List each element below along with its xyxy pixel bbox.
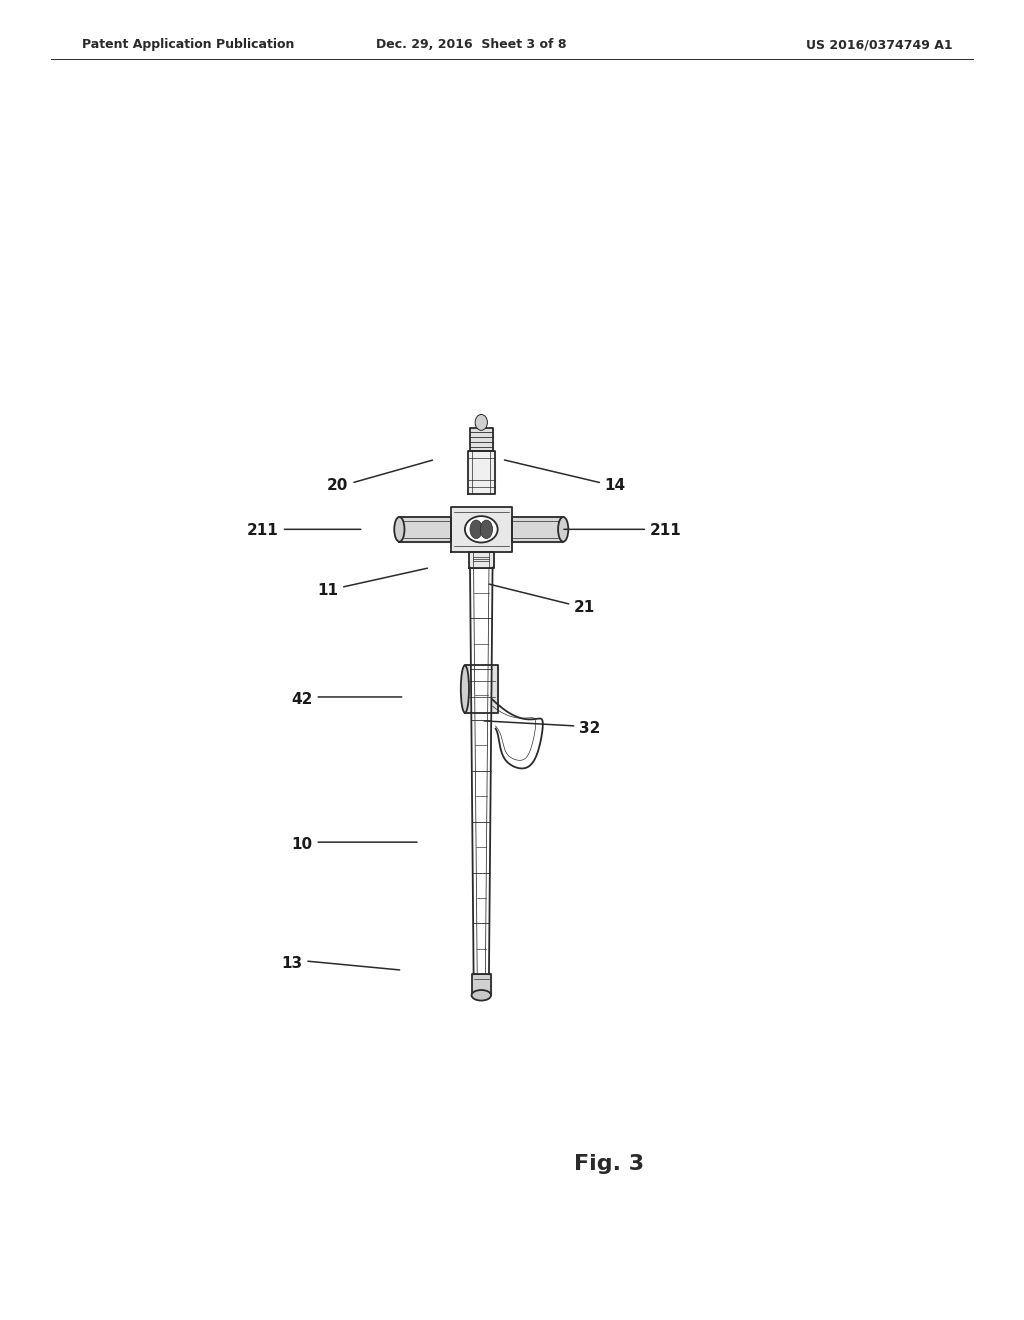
Polygon shape (465, 665, 498, 713)
Text: 32: 32 (579, 721, 600, 737)
Polygon shape (399, 517, 451, 541)
Text: 211: 211 (247, 523, 279, 539)
Ellipse shape (558, 517, 568, 541)
Ellipse shape (470, 520, 482, 539)
Ellipse shape (465, 516, 498, 543)
Polygon shape (451, 507, 512, 552)
Ellipse shape (480, 520, 493, 539)
Text: 211: 211 (650, 523, 682, 539)
Ellipse shape (394, 517, 404, 541)
Polygon shape (470, 428, 493, 451)
Text: 14: 14 (604, 478, 626, 494)
Circle shape (475, 414, 487, 430)
Text: Fig. 3: Fig. 3 (574, 1154, 644, 1175)
Text: Patent Application Publication: Patent Application Publication (82, 38, 294, 51)
Text: 42: 42 (291, 692, 312, 708)
Ellipse shape (471, 990, 492, 1001)
Ellipse shape (461, 665, 469, 713)
Text: 11: 11 (316, 582, 338, 598)
Text: 10: 10 (291, 837, 312, 853)
Polygon shape (512, 517, 563, 541)
Text: Dec. 29, 2016  Sheet 3 of 8: Dec. 29, 2016 Sheet 3 of 8 (376, 38, 566, 51)
Polygon shape (468, 451, 495, 494)
Text: US 2016/0374749 A1: US 2016/0374749 A1 (806, 38, 952, 51)
Text: 13: 13 (281, 956, 302, 972)
Text: 20: 20 (327, 478, 348, 494)
Polygon shape (469, 552, 494, 568)
Polygon shape (471, 974, 492, 995)
Text: 21: 21 (573, 599, 595, 615)
Polygon shape (470, 568, 493, 974)
